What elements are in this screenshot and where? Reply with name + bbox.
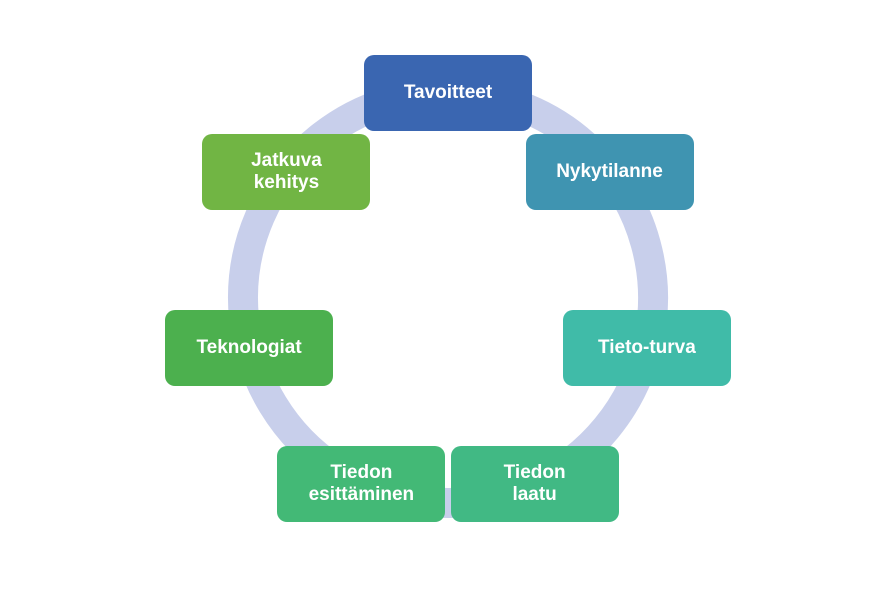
node-jatkuva-kehitys: Jatkuva kehitys [202, 134, 370, 210]
node-tiedon-esittaminen: Tiedon esittäminen [277, 446, 445, 522]
node-nykytilanne: Nykytilanne [526, 134, 694, 210]
cycle-diagram: Tavoitteet Nykytilanne Tieto-turva Tiedo… [0, 0, 896, 597]
node-label: Tiedon esittäminen [309, 462, 415, 506]
node-label: Teknologiat [196, 337, 301, 359]
node-teknologiat: Teknologiat [165, 310, 333, 386]
node-label: Tavoitteet [404, 82, 492, 104]
node-label: Nykytilanne [556, 161, 663, 183]
node-tieto-turva: Tieto-turva [563, 310, 731, 386]
node-label: Jatkuva kehitys [251, 150, 322, 194]
node-label: Tieto-turva [598, 337, 696, 359]
node-label: Tiedon laatu [504, 462, 566, 506]
node-tiedon-laatu: Tiedon laatu [451, 446, 619, 522]
node-tavoitteet: Tavoitteet [364, 55, 532, 131]
